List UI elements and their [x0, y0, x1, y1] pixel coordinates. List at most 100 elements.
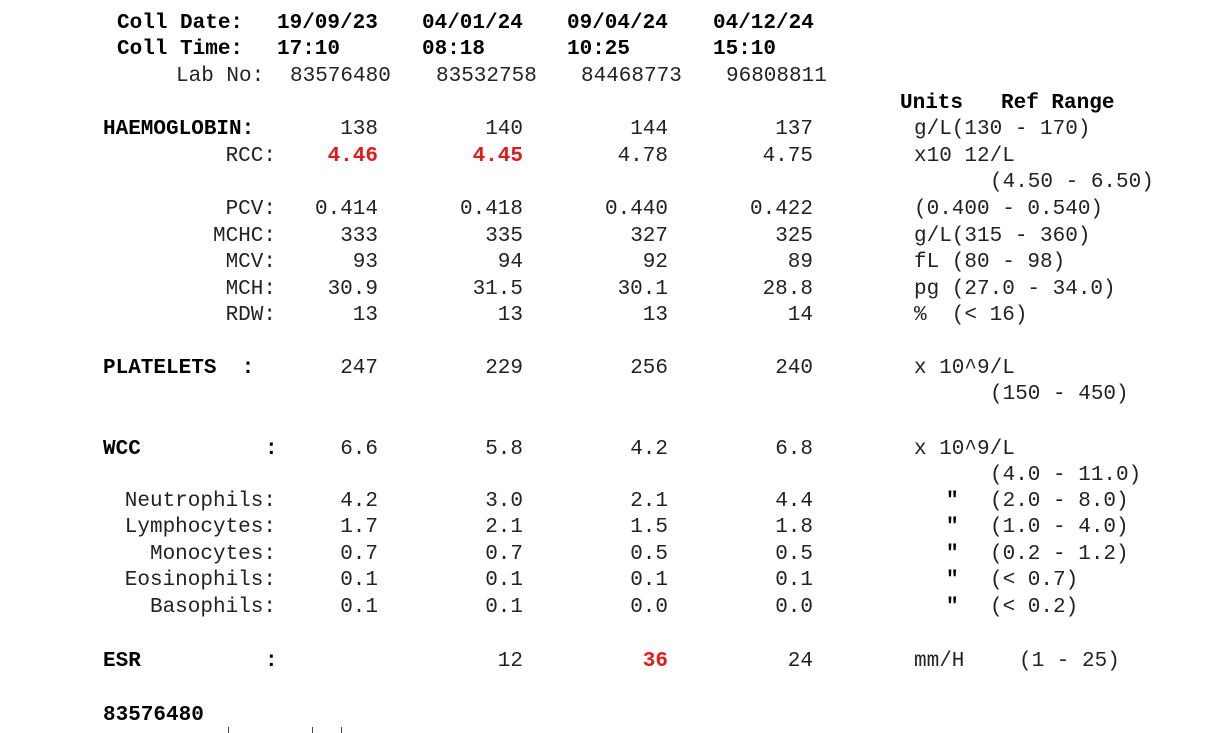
- row-label: Neutrophils:: [124, 490, 276, 513]
- result-value: 333: [340, 225, 378, 248]
- units-ref: pg (27.0 - 34.0): [914, 278, 1116, 301]
- result-value: 2.1: [630, 490, 668, 513]
- result-value: 24: [787, 650, 813, 673]
- flagged-value: 4.45: [472, 145, 523, 168]
- result-value: 325: [775, 225, 813, 248]
- row-label: MCHC:: [212, 225, 276, 248]
- lab-no-1: 83576480: [290, 65, 391, 88]
- result-value: 1.5: [630, 516, 668, 539]
- result-value: 0.1: [485, 569, 523, 592]
- result-value: 5.8: [485, 438, 523, 461]
- result-value: 30.1: [617, 278, 668, 301]
- flagged-value: 4.46: [327, 145, 378, 168]
- row-label: MCH:: [225, 278, 276, 301]
- row-label: PCV:: [225, 198, 276, 221]
- result-value: 0.7: [485, 543, 523, 566]
- result-value: 3.0: [485, 490, 523, 513]
- ditto-mark: ": [946, 516, 959, 539]
- coll-time-3: 10:25: [567, 38, 631, 61]
- units-heading: Units: [900, 92, 964, 115]
- result-value: 4.2: [340, 490, 378, 513]
- ditto-mark: ": [946, 490, 959, 513]
- result-value: 28.8: [762, 278, 813, 301]
- coll-date-3: 09/04/24: [567, 12, 668, 35]
- ref-range: (1 - 25): [1019, 650, 1120, 673]
- lab-no-3: 84468773: [581, 65, 682, 88]
- row-label-colon: :: [265, 650, 278, 673]
- result-value: 2.1: [485, 516, 523, 539]
- units-ref: x10 12/L: [914, 145, 1015, 168]
- result-value: 4.75: [762, 145, 813, 168]
- page-tick: [228, 727, 229, 733]
- result-value: 12: [497, 650, 523, 673]
- result-value: 1.7: [340, 516, 378, 539]
- result-value: 240: [775, 357, 813, 380]
- result-value: 247: [340, 357, 378, 380]
- coll-date-4: 04/12/24: [713, 12, 814, 35]
- row-label: WCC: [103, 438, 141, 461]
- result-value: 138: [340, 118, 378, 141]
- result-value: 1.8: [775, 516, 813, 539]
- row-label: Monocytes:: [149, 543, 276, 566]
- units-ref: % (< 16): [914, 304, 1028, 327]
- ref-range: (< 0.2): [990, 596, 1079, 619]
- row-label: RDW:: [225, 304, 276, 327]
- footer-lab-no: 83576480: [103, 704, 204, 727]
- result-value: 13: [497, 304, 523, 327]
- result-value: 0.418: [459, 198, 523, 221]
- result-value: 0.1: [775, 569, 813, 592]
- ref-range: (1.0 - 4.0): [990, 516, 1129, 539]
- result-value: 93: [352, 251, 378, 274]
- units-ref: (0.400 - 0.540): [914, 198, 1104, 221]
- units-ref: x 10^9/L: [914, 438, 1015, 461]
- row-label: HAEMOGLOBIN:: [103, 118, 255, 141]
- result-value: 4.4: [775, 490, 813, 513]
- coll-date-label: Coll Date:: [117, 12, 244, 35]
- result-value: 0.7: [340, 543, 378, 566]
- ref-range: (< 0.7): [990, 569, 1079, 592]
- ref-range: (0.2 - 1.2): [990, 543, 1129, 566]
- result-value: 0.1: [630, 569, 668, 592]
- row-label: RCC:: [225, 145, 276, 168]
- result-value: 94: [497, 251, 523, 274]
- row-label: PLATELETS :: [103, 357, 255, 380]
- result-value: 13: [352, 304, 378, 327]
- result-value: 327: [630, 225, 668, 248]
- flagged-value: 36: [642, 650, 668, 673]
- result-value: 30.9: [327, 278, 378, 301]
- lab-no-2: 83532758: [436, 65, 537, 88]
- units-ref: fL (80 - 98): [914, 251, 1066, 274]
- result-value: 4.78: [617, 145, 668, 168]
- result-value: 256: [630, 357, 668, 380]
- ref-range-heading: Ref Range: [1001, 92, 1115, 115]
- result-value: 31.5: [472, 278, 523, 301]
- result-value: 89: [787, 251, 813, 274]
- row-label: Lymphocytes:: [124, 516, 276, 539]
- result-value: 140: [485, 118, 523, 141]
- units-ref: g/L(130 - 170): [914, 118, 1091, 141]
- ref-range: (2.0 - 8.0): [990, 490, 1129, 513]
- result-value: 6.6: [340, 438, 378, 461]
- page-tick: [312, 727, 313, 733]
- result-value: 6.8: [775, 438, 813, 461]
- result-value: 4.2: [630, 438, 668, 461]
- coll-time-1: 17:10: [277, 38, 341, 61]
- result-value: 0.1: [340, 569, 378, 592]
- result-value: 0.5: [630, 543, 668, 566]
- result-value: 0.1: [340, 596, 378, 619]
- result-value: 0.1: [485, 596, 523, 619]
- result-value: 0.440: [604, 198, 668, 221]
- ditto-mark: ": [946, 569, 959, 592]
- row-label: ESR: [103, 650, 141, 673]
- result-value: 92: [642, 251, 668, 274]
- coll-time-2: 08:18: [422, 38, 486, 61]
- result-value: 0.5: [775, 543, 813, 566]
- ref-range: (4.0 - 11.0): [990, 464, 1142, 487]
- ref-range: (150 - 450): [990, 383, 1129, 406]
- coll-date-2: 04/01/24: [422, 12, 523, 35]
- lab-no-4: 96808811: [726, 65, 827, 88]
- units-ref: mm/H: [914, 650, 965, 673]
- ditto-mark: ": [946, 596, 959, 619]
- page-tick: [341, 727, 342, 733]
- result-value: 144: [630, 118, 668, 141]
